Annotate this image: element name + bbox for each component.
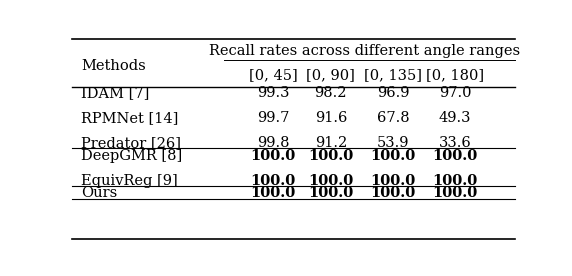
- Text: 98.2: 98.2: [315, 86, 347, 100]
- Text: 100.0: 100.0: [251, 148, 296, 163]
- Text: 100.0: 100.0: [308, 148, 353, 163]
- Text: Ours: Ours: [81, 186, 117, 200]
- Text: EquivReg [9]: EquivReg [9]: [81, 174, 178, 188]
- Text: Predator [26]: Predator [26]: [81, 136, 181, 150]
- Text: [0, 135]: [0, 135]: [364, 69, 422, 83]
- Text: 100.0: 100.0: [370, 174, 415, 188]
- Text: 100.0: 100.0: [370, 148, 415, 163]
- Text: 100.0: 100.0: [370, 186, 415, 200]
- Text: [0, 45]: [0, 45]: [249, 69, 297, 83]
- Text: IDAM [7]: IDAM [7]: [81, 86, 150, 100]
- Text: Recall rates across different angle ranges: Recall rates across different angle rang…: [209, 44, 519, 58]
- Text: 100.0: 100.0: [432, 186, 478, 200]
- Text: DeepGMR [8]: DeepGMR [8]: [81, 148, 182, 163]
- Text: 91.6: 91.6: [315, 111, 347, 125]
- Text: 100.0: 100.0: [308, 174, 353, 188]
- Text: 53.9: 53.9: [376, 136, 409, 150]
- Text: Methods: Methods: [81, 59, 146, 73]
- Text: 67.8: 67.8: [376, 111, 409, 125]
- Text: [0, 180]: [0, 180]: [426, 69, 484, 83]
- Text: 100.0: 100.0: [432, 174, 478, 188]
- Text: 96.9: 96.9: [376, 86, 409, 100]
- Text: 100.0: 100.0: [432, 148, 478, 163]
- Text: 100.0: 100.0: [251, 174, 296, 188]
- Text: 49.3: 49.3: [439, 111, 471, 125]
- Text: 91.2: 91.2: [315, 136, 347, 150]
- Text: 99.7: 99.7: [257, 111, 289, 125]
- Text: 97.0: 97.0: [439, 86, 471, 100]
- Text: 99.3: 99.3: [257, 86, 289, 100]
- Text: 100.0: 100.0: [308, 186, 353, 200]
- Text: RPMNet [14]: RPMNet [14]: [81, 111, 178, 125]
- Text: 99.8: 99.8: [257, 136, 289, 150]
- Text: [0, 90]: [0, 90]: [307, 69, 355, 83]
- Text: 100.0: 100.0: [251, 186, 296, 200]
- Text: 33.6: 33.6: [439, 136, 471, 150]
